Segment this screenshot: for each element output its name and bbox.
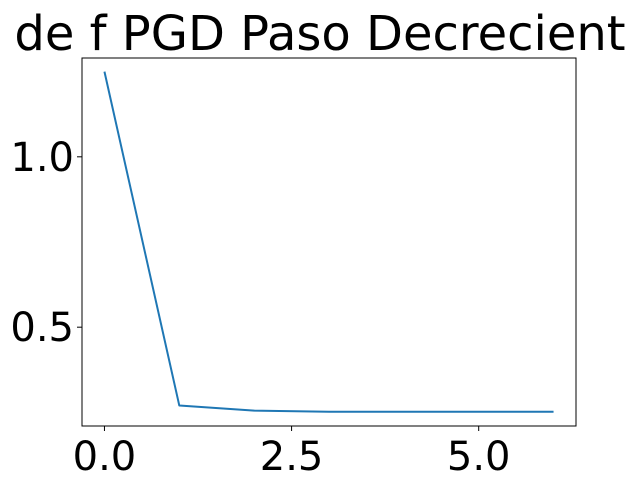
chart-title: de f PGD Paso Decrecient	[14, 6, 625, 62]
x-tick-label: 0.0	[73, 434, 137, 480]
x-tick-label: 5.0	[447, 434, 511, 480]
plot-area: 0.0 2.5 5.0 0.5 1.0	[10, 57, 577, 480]
series-line-0	[103, 71, 554, 413]
y-tick-label: 0.5	[10, 305, 74, 351]
y-tick-label: 1.0	[10, 135, 74, 181]
axes-frame	[81, 57, 577, 427]
x-tick-label: 2.5	[260, 434, 324, 480]
